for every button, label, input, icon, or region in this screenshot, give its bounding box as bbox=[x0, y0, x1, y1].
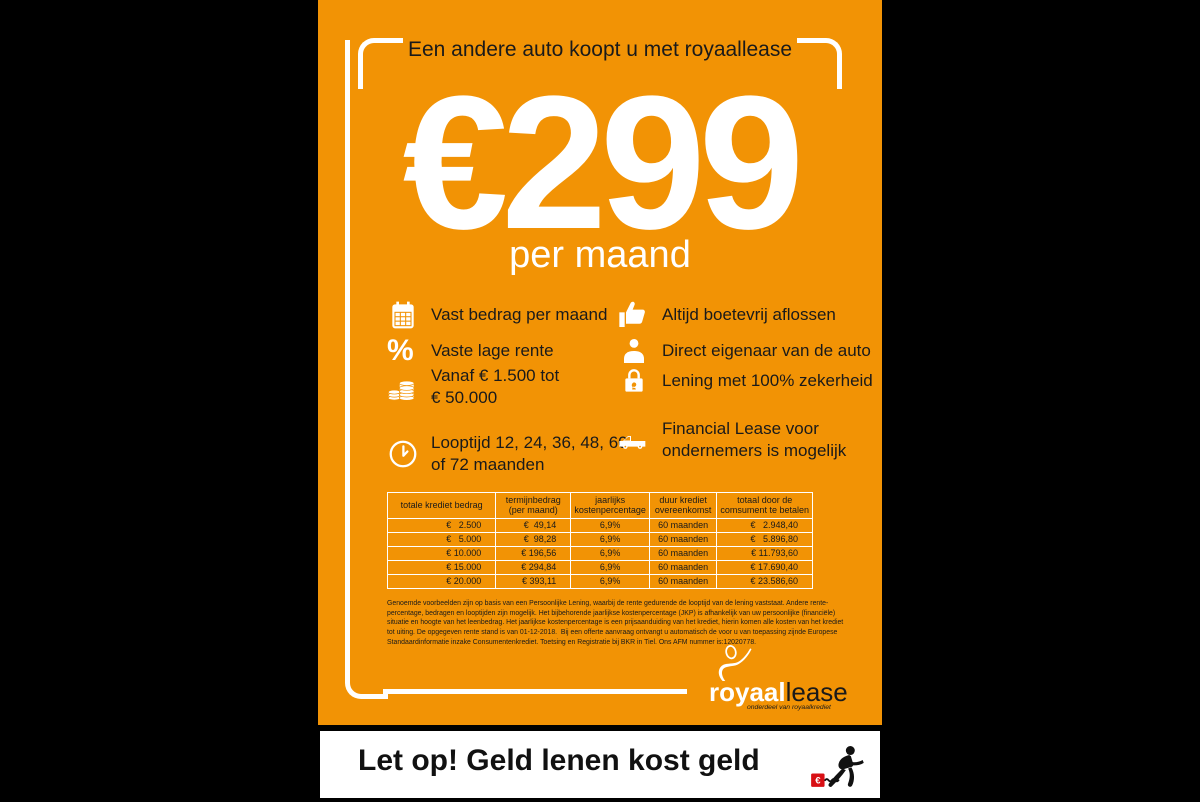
svg-text:€: € bbox=[815, 776, 821, 787]
